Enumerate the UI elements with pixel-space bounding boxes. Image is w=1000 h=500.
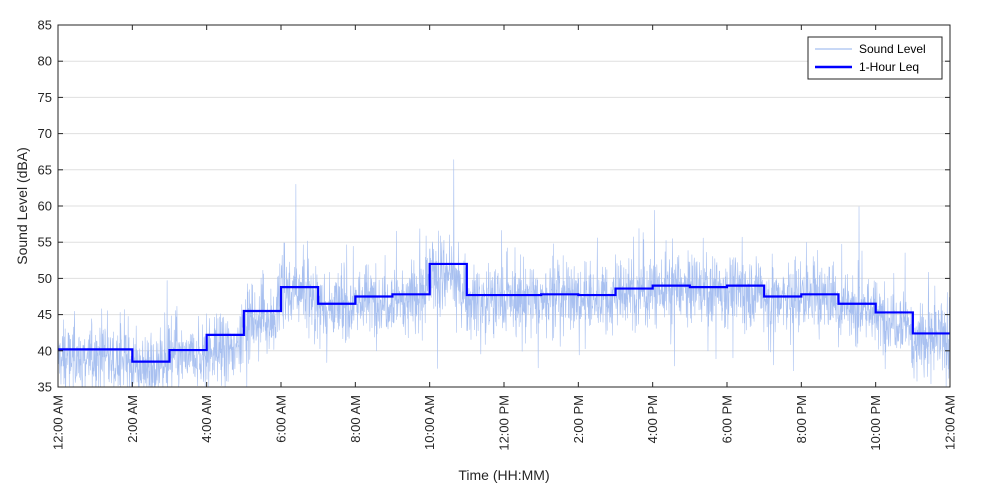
x-tick-label-12: 12:00 PM: [497, 395, 512, 451]
y-tick-label-40: 40: [38, 343, 52, 358]
y-tick-label-60: 60: [38, 199, 52, 214]
y-tick-label-85: 85: [38, 18, 52, 33]
y-axis-title: Sound Level (dBA): [14, 147, 30, 265]
y-tick-label-35: 35: [38, 380, 52, 395]
y-axis: 35 40 45 50 55 60 65 70 75 80 85: [38, 18, 950, 395]
x-tick-label-6: 6:00 AM: [274, 395, 289, 443]
legend-leq-label: 1-Hour Leq: [859, 60, 919, 74]
x-tick-label-14: 2:00 PM: [571, 395, 586, 443]
x-tick-label-22: 10:00 PM: [868, 395, 883, 451]
x-tick-label-10: 10:00 AM: [422, 395, 437, 450]
y-tick-label-55: 55: [38, 235, 52, 250]
x-tick-label-8: 8:00 AM: [348, 395, 363, 443]
legend-box: [807, 36, 943, 80]
y-tick-label-80: 80: [38, 54, 52, 69]
y-tick-label-75: 75: [38, 90, 52, 105]
x-tick-label-24: 12:00 AM: [943, 395, 958, 450]
legend-sound-level-label: Sound Level: [859, 42, 926, 56]
y-tick-label-50: 50: [38, 271, 52, 286]
x-tick-label-0: 12:00 AM: [51, 395, 66, 450]
x-tick-label-20: 8:00 PM: [794, 395, 809, 443]
y-tick-label-70: 70: [38, 126, 52, 141]
sound-level-series: [57, 159, 951, 388]
leq-series: [58, 262, 950, 363]
legend: Sound Level 1-Hour Leq: [807, 36, 943, 80]
x-axis: 12:00 AM 2:00 AM 4:00 AM 6:00 AM 8:00 AM 10:0…: [51, 25, 958, 451]
x-tick-label-2: 2:00 AM: [125, 395, 140, 443]
y-tick-label-45: 45: [38, 307, 52, 322]
x-tick-label-4: 4:00 AM: [199, 395, 214, 443]
x-tick-label-16: 4:00 PM: [645, 395, 660, 443]
sound-level-line: [57, 159, 951, 388]
y-tick-label-65: 65: [38, 162, 52, 177]
x-tick-label-18: 6:00 PM: [720, 395, 735, 443]
x-axis-title: Time (HH:MM): [458, 467, 549, 483]
leq-step-line: [58, 262, 950, 363]
